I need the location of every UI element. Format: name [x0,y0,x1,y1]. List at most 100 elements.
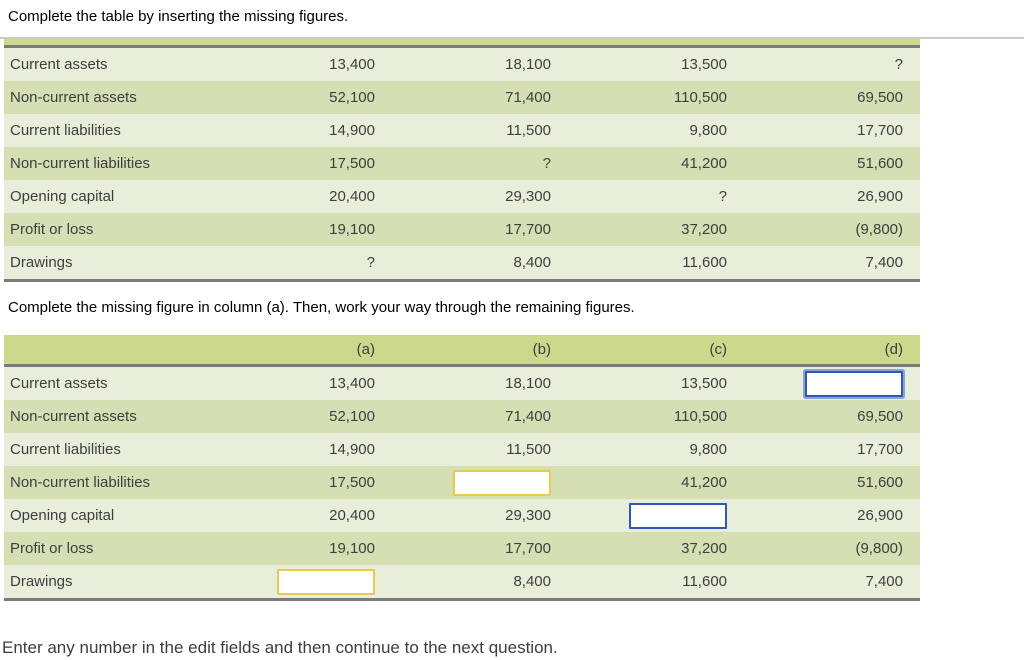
row-label: Current assets [10,56,108,73]
table-cell-value: 20,400 [329,188,375,205]
table-cell-value: 11,500 [506,122,551,139]
table-cell-value: 11,500 [506,441,551,458]
table-cell-value: 20,400 [329,507,375,524]
table-row-current-assets: Current assets 13,400 18,100 13,500 [4,367,920,400]
footer-instruction: Enter any number in the edit fields and … [2,638,558,657]
middle-instruction: Complete the missing figure in column (a… [8,299,635,316]
table-cell-value: 51,600 [857,155,903,172]
table-cell-value: ? [894,56,903,73]
reference-table: Current assets 13,400 18,100 13,500? Non-cur… [4,39,920,282]
column-header-c: (c) [709,341,728,358]
table-cell-value: 17,700 [857,441,903,458]
table-row-opening-capital: Opening capital 20,400 29,300? 26,900 [4,180,920,213]
row-label: Current liabilities [10,441,121,458]
table-cell-value: 37,200 [681,540,727,557]
table-cell-value: ? [366,254,375,271]
table-cell-value: 71,400 [505,408,551,425]
table-cell-value: ? [718,188,727,205]
table-cell-value: 51,600 [857,474,903,491]
table-cell-value: 13,400 [329,56,375,73]
table-row-non-current-assets: Non-current assets 52,100 71,400 110,500 69,… [4,400,920,433]
table-cell-value: 69,500 [857,408,903,425]
table-cell-value: 8,400 [513,254,551,271]
edit-field-c-opening-capital[interactable] [629,502,727,529]
table-cell-value: 52,100 [329,408,375,425]
table-cell-value: 26,900 [857,507,903,524]
top-instruction: Complete the table by inserting the miss… [8,8,349,25]
row-label: Non-current assets [10,408,137,425]
table-row-opening-capital: Opening capital 20,400 29,300 26,900 [4,499,920,532]
table-cell-value: 11,600 [682,254,727,271]
table-cell-value: 110,500 [673,89,727,106]
table-row-drawings: Drawings 8,400 11,600 7,400 [4,565,920,598]
table-cell-value: 11,600 [682,573,727,590]
table-cell-value: 19,100 [329,540,375,557]
row-label: Current liabilities [10,122,121,139]
table-cell-value: 41,200 [681,155,727,172]
table-cell-value: (9,800) [855,540,903,557]
row-label: Profit or loss [10,540,94,557]
row-label: Profit or loss [10,221,94,238]
table-cell-value: 17,700 [505,540,551,557]
table-cell-value: 18,100 [505,56,551,73]
column-header-b: (b) [532,341,551,358]
row-label: Opening capital [10,188,115,205]
table-cell-value: 26,900 [857,188,903,205]
table-row-profit-or-loss: Profit or loss 19,100 17,700 37,200 (9,800) [4,532,920,565]
table-cell-value: 52,100 [329,89,375,106]
edit-field-b-non-current-liabilities[interactable] [453,469,551,496]
table-row-non-current-liabilities: Non-current liabilities 17,500? 41,200 51,6… [4,147,920,180]
table-cell-value: 14,900 [329,441,375,458]
table-cell-value: 29,300 [505,507,551,524]
table-cell-value: 29,300 [505,188,551,205]
table-cell-value: 13,500 [681,375,727,392]
table-cell-value: 18,100 [505,375,551,392]
table-row-current-assets: Current assets 13,400 18,100 13,500? [4,48,920,81]
edit-field-d-current-assets[interactable] [805,370,903,397]
column-header-a: (a) [356,341,375,358]
table-cell-value: 13,500 [681,56,727,73]
table-cell-input-b [375,469,551,496]
table-row-non-current-liabilities: Non-current liabilities 17,500 41,200 51,60… [4,466,920,499]
row-label: Non-current assets [10,89,137,106]
table-row-current-liabilities: Current liabilities 14,900 11,500 9,800 17,7… [4,433,920,466]
row-label: Non-current liabilities [10,155,151,172]
row-label: Current assets [10,375,108,392]
table-cell-value: 7,400 [865,573,903,590]
table-cell-input-d [727,370,903,397]
table-body: Current assets 13,400 18,100 13,500? Non-cur… [4,45,920,282]
table-cell-value: 7,400 [865,254,903,271]
table-cell-value: 41,200 [681,474,727,491]
table-cell-value: 69,500 [857,89,903,106]
edit-field-a-drawings[interactable] [277,568,375,595]
column-header-d: (d) [884,341,903,358]
table-cell-input-c [551,502,727,529]
row-label: Non-current liabilities [10,474,151,491]
table-header-row: (a) (b) (c) (d) [4,335,920,364]
table-body: Current assets 13,400 18,100 13,500 Non-curr… [4,364,920,601]
table-cell-input-a [199,568,375,595]
row-label: Opening capital [10,507,115,524]
table-cell-value: ? [542,155,551,172]
table-cell-value: 17,500 [329,155,375,172]
table-cell-value: 9,800 [689,122,727,139]
table-cell-value: 8,400 [513,573,551,590]
table-row-current-liabilities: Current liabilities 14,900 11,500 9,800 17,7… [4,114,920,147]
table-row-non-current-assets: Non-current assets 52,100 71,400 110,500 69,… [4,81,920,114]
divider-line [0,37,1024,39]
table-row-profit-or-loss: Profit or loss 19,100 17,700 37,200 (9,800) [4,213,920,246]
table-cell-value: 14,900 [329,122,375,139]
table-cell-value: 37,200 [681,221,727,238]
answer-table: (a) (b) (c) (d) Current assets 13,400 18,100 1… [4,335,920,601]
table-cell-value: 71,400 [505,89,551,106]
table-cell-value: 19,100 [329,221,375,238]
row-label: Drawings [10,254,73,271]
table-cell-value: 17,700 [857,122,903,139]
table-row-drawings: Drawings? 8,400 11,600 7,400 [4,246,920,279]
row-label: Drawings [10,573,73,590]
table-top-strip [4,39,920,45]
table-cell-value: 17,700 [505,221,551,238]
table-cell-value: 17,500 [329,474,375,491]
table-cell-value: 13,400 [329,375,375,392]
table-cell-value: 110,500 [673,408,727,425]
